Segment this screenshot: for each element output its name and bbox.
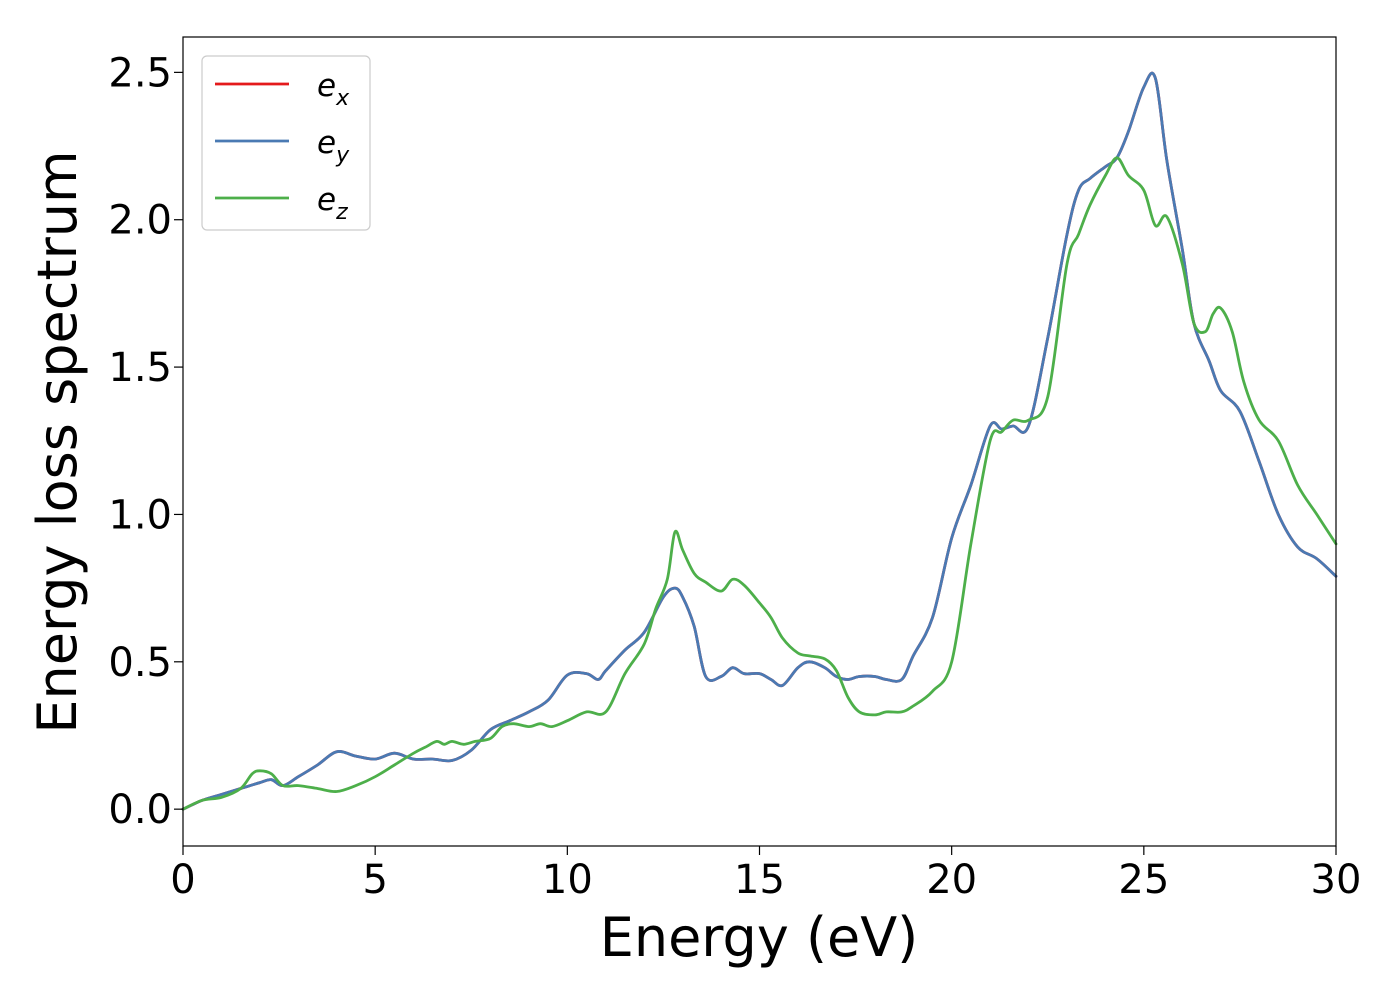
x-axis-label: Energy (eV) (600, 906, 919, 969)
x-tick-label: 15 (734, 857, 785, 903)
plot-lines (181, 71, 1338, 811)
y-axis-label: Energy loss spectrum (26, 150, 89, 733)
y-tick-label: 1.5 (108, 345, 172, 391)
y-tick-label: 0.0 (108, 787, 172, 833)
legend-box (201, 55, 371, 231)
x-tick-label: 25 (1118, 857, 1169, 903)
series-line-ey (181, 71, 1338, 811)
x-tick-label: 0 (170, 857, 195, 903)
y-axis-ticks: 0.0 0.5 1.0 1.5 2.0 2.5 (108, 50, 183, 833)
y-tick-label: 1.0 (108, 492, 172, 538)
x-axis-ticks: 0 5 10 15 20 25 30 (170, 846, 1361, 903)
y-tick-label: 0.5 (108, 640, 172, 686)
x-tick-label: 20 (926, 857, 977, 903)
x-tick-label: 5 (362, 857, 387, 903)
x-tick-label: 30 (1311, 857, 1362, 903)
series-line-ez (181, 156, 1338, 811)
y-tick-label: 2.0 (108, 198, 172, 244)
y-tick-label: 2.5 (108, 50, 172, 96)
x-tick-label: 10 (542, 857, 593, 903)
